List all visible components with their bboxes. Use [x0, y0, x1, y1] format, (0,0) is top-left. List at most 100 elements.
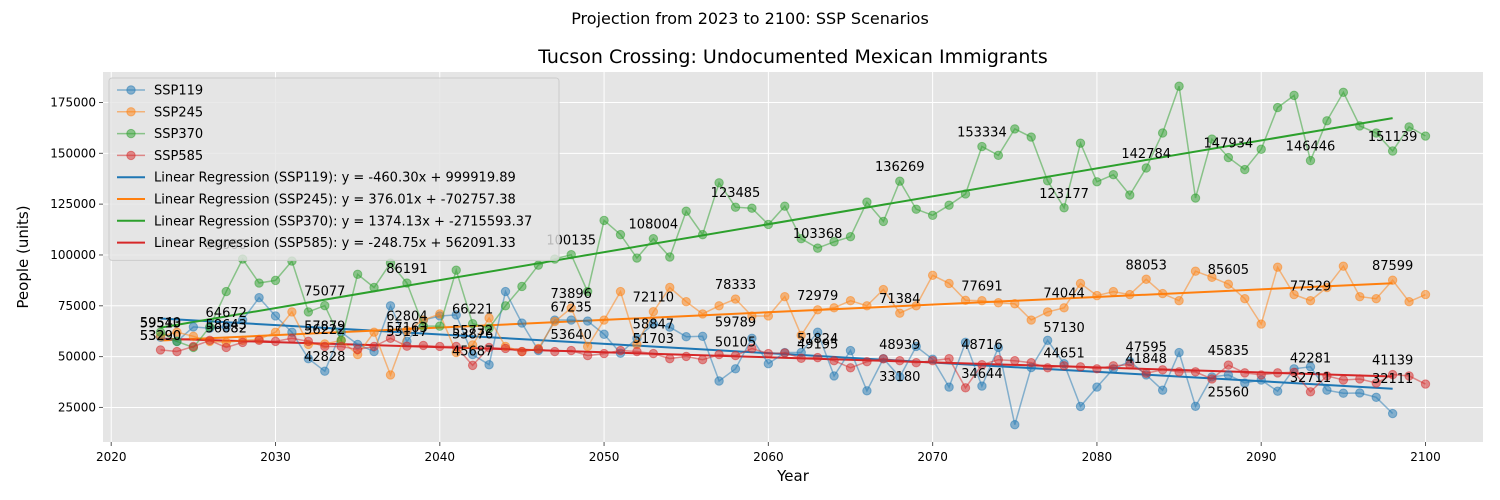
data-point: [681, 206, 691, 216]
data-point: [1240, 164, 1250, 175]
data-point: [1042, 363, 1053, 373]
data-point: [1305, 155, 1316, 166]
data-label: 48716: [961, 338, 1002, 353]
data-point: [500, 286, 511, 297]
data-point: [1355, 374, 1365, 384]
data-point: [763, 311, 774, 321]
data-point: [402, 278, 412, 288]
data-point: [1157, 288, 1168, 299]
data-point: [1075, 138, 1086, 148]
data-point: [172, 346, 182, 357]
data-point: [1355, 291, 1365, 302]
data-label: 77691: [961, 279, 1002, 294]
data-point: [1010, 420, 1020, 430]
data-point: [1108, 361, 1119, 371]
data-point: [1157, 365, 1168, 375]
data-point: [747, 311, 757, 321]
data-point: [205, 322, 215, 332]
data-point: [1190, 193, 1201, 203]
data-point: [1404, 371, 1414, 381]
data-point: [812, 352, 823, 363]
data-point: [993, 342, 1004, 353]
series-ssp585: [155, 333, 1431, 397]
data-point: [1256, 319, 1266, 329]
data-point: [582, 316, 593, 326]
data-label: 78333: [715, 278, 756, 293]
data-point: [780, 348, 790, 358]
data-point: [845, 345, 856, 356]
data-point: [1010, 299, 1020, 309]
data-point: [944, 278, 954, 289]
data-point: [254, 278, 264, 288]
legend-swatch-marker: [126, 150, 136, 161]
data-label: 56222: [304, 323, 345, 338]
data-label: 59540: [140, 316, 181, 331]
data-point: [1174, 81, 1184, 91]
data-point: [517, 346, 527, 357]
data-point: [1387, 369, 1398, 380]
data-point: [911, 358, 921, 368]
data-point: [1338, 388, 1349, 398]
data-point: [796, 353, 806, 363]
data-point: [681, 332, 691, 342]
data-point: [270, 275, 281, 286]
data-label: 50105: [715, 335, 756, 350]
data-point: [303, 307, 314, 317]
data-point: [599, 348, 609, 359]
data-point: [862, 301, 872, 311]
data-label: 123177: [1039, 187, 1089, 202]
legend-label: Linear Regression (SSP370): y = 1374.13x…: [154, 214, 532, 229]
data-point: [944, 353, 954, 364]
data-point: [862, 386, 872, 396]
data-point: [615, 286, 626, 297]
data-point: [1190, 401, 1201, 412]
data-point: [1322, 385, 1332, 395]
data-label: 142784: [1121, 147, 1171, 162]
data-point: [1026, 315, 1036, 325]
data-point: [960, 383, 971, 393]
data-point: [1141, 274, 1151, 284]
data-point: [237, 315, 248, 325]
data-point: [418, 340, 429, 351]
data-point: [845, 363, 856, 373]
data-label: 151139: [1368, 130, 1418, 145]
data-point: [747, 203, 757, 213]
data-point: [862, 197, 872, 207]
data-point: [648, 306, 659, 317]
data-label: 72979: [797, 289, 838, 304]
data-point: [829, 355, 839, 366]
data-label: 42281: [1290, 351, 1331, 366]
x-tick-label: 2020: [96, 450, 127, 464]
data-point: [1092, 290, 1102, 301]
data-point: [1272, 262, 1283, 272]
data-point: [599, 315, 609, 325]
y-tick-label: 175000: [50, 95, 96, 109]
data-point: [1371, 378, 1381, 388]
data-label: 72110: [633, 291, 674, 306]
data-point: [550, 316, 560, 327]
data-label: 108004: [629, 218, 679, 233]
data-point: [484, 313, 494, 323]
data-point: [1026, 358, 1036, 368]
data-label: 57130: [1043, 321, 1084, 336]
data-point: [484, 360, 494, 370]
data-point: [730, 202, 741, 212]
data-point: [566, 249, 576, 260]
data-point: [385, 370, 396, 380]
data-point: [714, 376, 724, 386]
data-point: [1108, 286, 1119, 297]
data-point: [582, 286, 593, 297]
data-label: 57163: [386, 321, 427, 336]
data-point: [500, 343, 511, 354]
data-point: [566, 315, 576, 325]
data-label: 53876: [452, 328, 493, 343]
legend-label: Linear Regression (SSP119): y = -460.30x…: [154, 171, 516, 186]
data-point: [665, 282, 675, 293]
data-point: [615, 345, 626, 356]
series-group: [155, 81, 1431, 430]
series-ssp370: [155, 81, 1431, 353]
data-point: [1174, 347, 1184, 358]
data-point: [977, 141, 987, 152]
data-point: [747, 333, 757, 344]
